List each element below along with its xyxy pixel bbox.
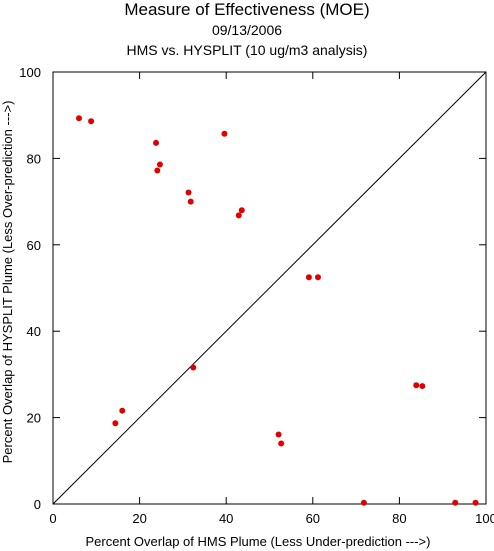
x-tick-label: 20 bbox=[132, 511, 146, 526]
y-tick-label: 100 bbox=[19, 65, 41, 80]
data-point bbox=[278, 440, 285, 447]
data-point bbox=[112, 420, 119, 427]
x-tick-label: 100 bbox=[475, 511, 494, 526]
chart-title: Measure of Effectiveness (MOE) bbox=[124, 0, 370, 19]
data-point bbox=[190, 364, 197, 371]
data-point bbox=[75, 115, 82, 122]
data-point bbox=[156, 161, 163, 168]
data-point bbox=[235, 212, 242, 219]
data-point bbox=[154, 167, 161, 174]
reference-diagonal bbox=[52, 71, 487, 505]
data-point bbox=[419, 383, 426, 390]
plot-frame bbox=[52, 71, 487, 505]
y-tick-label: 60 bbox=[27, 238, 41, 253]
data-point bbox=[185, 189, 192, 196]
y-tick-label: 80 bbox=[27, 151, 41, 166]
x-tick-label: 0 bbox=[49, 511, 56, 526]
chart-subtitle: HMS vs. HYSPLIT (10 ug/m3 analysis) bbox=[126, 42, 368, 58]
data-point bbox=[314, 274, 321, 281]
y-axis-label: Percent Overlap of HYSPLIT Plume (Less O… bbox=[0, 101, 15, 464]
x-tick-label: 40 bbox=[219, 511, 233, 526]
x-axis-label: Percent Overlap of HMS Plume (Less Under… bbox=[86, 534, 431, 549]
data-point bbox=[305, 274, 312, 281]
data-points bbox=[75, 115, 479, 506]
data-point bbox=[413, 382, 420, 389]
data-point bbox=[238, 207, 245, 214]
data-point bbox=[472, 499, 479, 506]
data-point bbox=[187, 198, 194, 205]
chart-date: 09/13/2006 bbox=[211, 22, 283, 38]
data-point bbox=[275, 431, 282, 438]
data-point bbox=[153, 139, 160, 146]
x-tick-label: 80 bbox=[392, 511, 406, 526]
y-tick-label: 0 bbox=[34, 497, 41, 512]
data-point bbox=[360, 499, 367, 506]
y-tick-label: 20 bbox=[27, 411, 41, 426]
data-point bbox=[88, 118, 95, 125]
y-axis: 0 20 40 60 80 100 bbox=[19, 65, 486, 512]
data-point bbox=[119, 407, 126, 414]
y-tick-label: 40 bbox=[27, 324, 41, 339]
x-axis: 0 20 40 60 80 100 bbox=[49, 72, 494, 526]
data-point bbox=[221, 130, 228, 137]
data-point bbox=[452, 499, 459, 506]
x-tick-label: 60 bbox=[306, 511, 320, 526]
